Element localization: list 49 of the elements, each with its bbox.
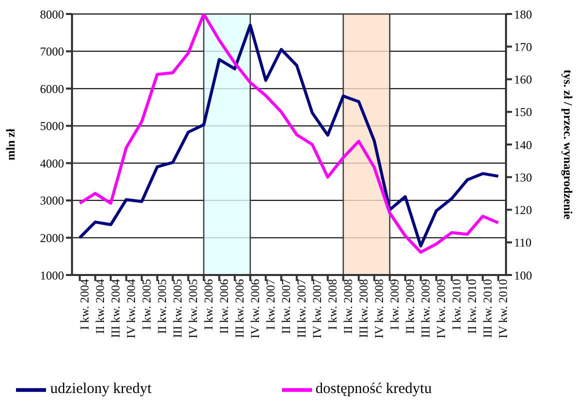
y-tick-label: 2000 [40,230,64,245]
y2-tick-label: 140 [514,138,532,152]
x-tick-label: IV kw. 2006 [248,279,262,338]
x-tick-label: IV kw. 2008 [372,279,386,338]
y2-tick-label: 130 [514,170,532,184]
y2-tick-label: 120 [514,203,532,218]
x-tick-label: III kw. 2004 [108,279,122,338]
y2-tick-label: 170 [514,40,532,54]
y2-tick-label: 100 [514,268,532,282]
y-tick-label: 7000 [40,44,64,59]
x-tick-label: III kw. 2007 [294,279,308,338]
y-tick-label: 3000 [40,194,64,208]
x-tick-label: I kw. 2006 [201,279,216,330]
y2-axis-title: tys. zł / przec. wynagrodzenie [560,70,575,220]
y-tick-label: 4000 [40,156,64,170]
x-tick-label: III kw. 2005 [170,279,184,338]
x-tick-label: II kw. 2004 [92,279,107,334]
x-tick-label: II kw. 2005 [154,279,169,334]
y2-tick-label: 160 [514,72,532,87]
x-tick-label: I kw. 2010 [449,279,464,330]
x-tick-label: I kw. 2007 [263,279,278,330]
x-tick-label: IV kw. 2004 [124,279,138,338]
y2-tick-label: 150 [514,105,532,120]
x-tick-label: II kw. 2006 [216,279,231,334]
x-tick-label: II kw. 2010 [464,279,479,334]
x-tick-label: IV kw. 2005 [186,279,200,338]
x-tick-label: I kw. 2009 [387,279,402,330]
x-tick-label: IV kw. 2007 [310,279,324,338]
y-tick-label: 1000 [40,268,64,282]
x-tick-label: IV kw. 2009 [434,279,448,338]
x-tick-label: II kw. 2009 [402,279,417,334]
y-tick-label: 5000 [40,119,64,134]
x-tick-label: I kw. 2005 [139,279,154,330]
y2-tick-label: 180 [514,7,532,22]
y-tick-label: 6000 [40,82,64,96]
x-tick-label: I kw. 2008 [325,279,340,330]
x-tick-label: III kw. 2008 [356,279,370,338]
x-tick-label: IV kw. 2010 [496,279,510,338]
x-tick-label: II kw. 2007 [278,279,293,334]
x-tick-label: I kw. 2004 [77,279,92,330]
y2-tick-label: 110 [514,236,532,250]
x-tick-label: III kw. 2010 [480,279,494,338]
x-tick-label: III kw. 2006 [232,279,246,338]
y-tick-label: 8000 [40,7,64,22]
y-axis-title: mln zł [3,128,18,160]
legend-label: udzielony kredyt [50,381,152,398]
x-tick-label: III kw. 2009 [418,279,432,338]
legend-label: dostępność kredytu [316,381,432,398]
x-tick-label: II kw. 2008 [340,279,355,334]
